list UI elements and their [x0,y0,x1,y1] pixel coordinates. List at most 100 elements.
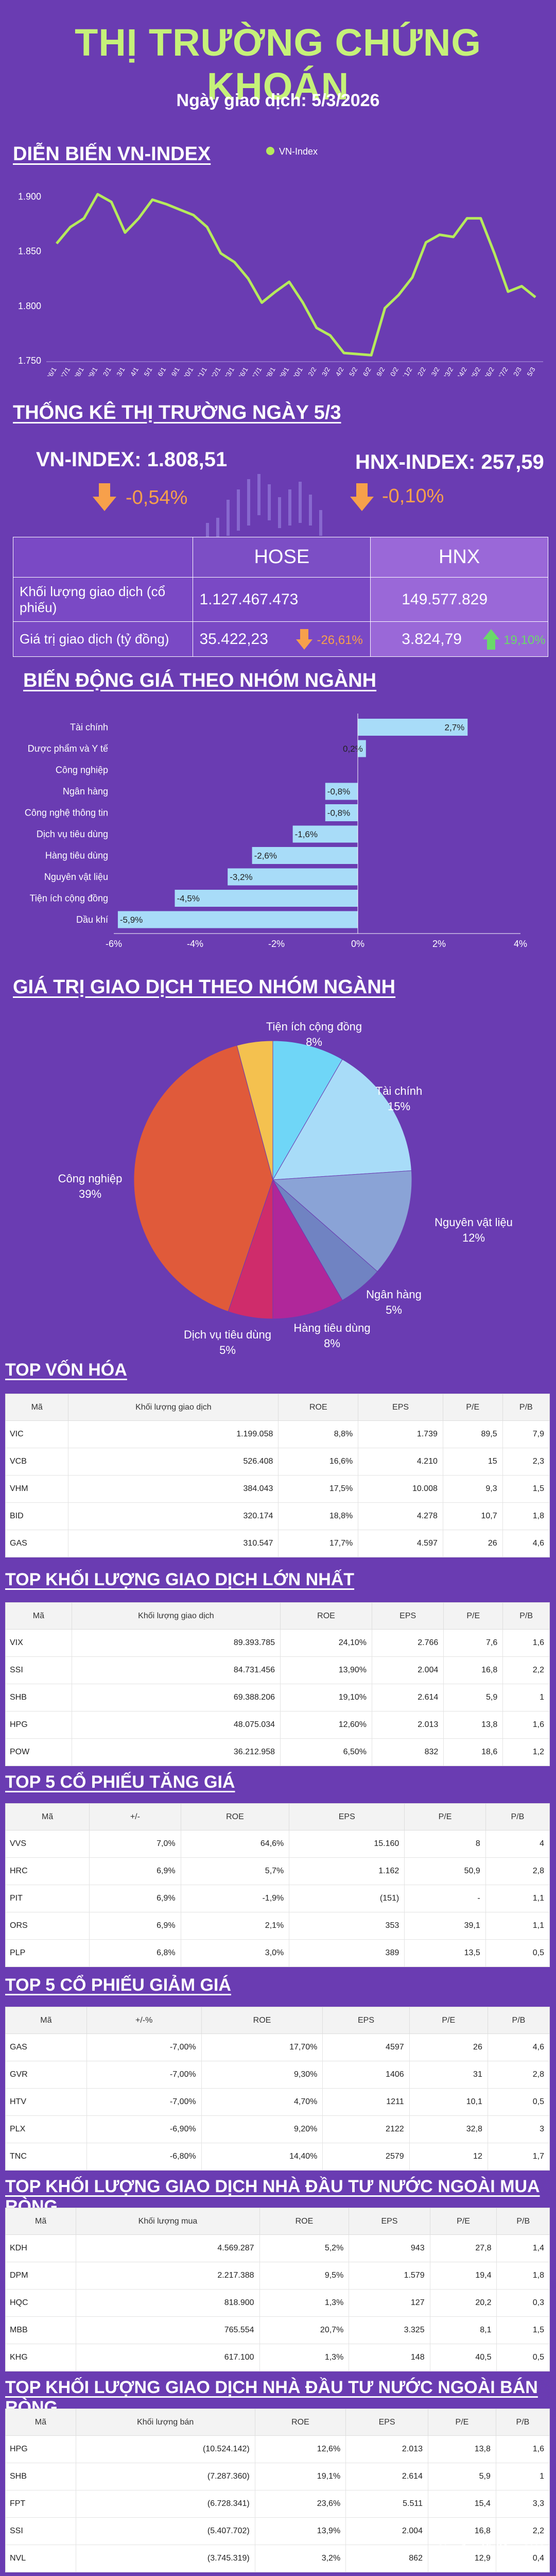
column-header: ROE [201,2007,323,2034]
table-cell: 24,10% [280,1629,373,1657]
table-cell: 89,5 [442,1420,503,1448]
column-header: EPS [322,2007,410,2034]
y-tick-label: 1.850 [18,246,41,257]
table-cell: (10.524.142) [75,2435,255,2463]
column-header: P/B [502,1394,550,1421]
hnx-value: 3.824,79 [402,630,462,648]
table-cell: 4.569.287 [76,2234,260,2262]
x-tick-label: 4% [514,939,527,949]
table-cell: 389 [289,1939,405,1967]
table-cell: 2.614 [372,1684,444,1711]
table-cell: 5,7% [180,1857,290,1885]
table-cell: 0,4 [495,2545,550,2572]
column-header: EPS [345,2409,428,2436]
table-cell: KHG [5,2344,77,2371]
x-tick-label: 22/1 [209,366,222,376]
table-cell: 89.393.785 [71,1629,281,1657]
top-volume-table: Mã Khối lượng giao dịch ROE EPS P/E P/B VIX 89.… [5,1602,550,1766]
table-cell: 384.043 [68,1475,279,1503]
x-tick-label: 2% [432,939,446,949]
column-header: ROE [259,2208,350,2235]
table-cell: TNC [5,2143,87,2171]
x-tick-label: 13/1 [113,366,127,376]
x-tick-label: 16/1 [154,366,168,376]
table-cell: 26 [409,2033,488,2061]
column-header: EPS [358,1394,443,1421]
table-cell: 2,2 [495,2517,550,2545]
vnindex-data-point [97,194,98,195]
table-cell: 26 [442,1530,503,1557]
x-tick-label: 09/1 [86,366,99,376]
slice-percent-label: 39% [79,1188,101,1200]
bar-value-label: -3,2% [230,872,252,882]
table-cell: POW [5,1738,72,1766]
table-cell: (6.728.341) [75,2490,255,2518]
table-cell: SHB [5,1684,72,1711]
slice-percent-label: 12% [462,1231,485,1244]
table-cell: 1406 [322,2061,410,2089]
x-tick-label: 30/1 [291,366,304,376]
pie-slice [236,1040,273,1180]
table-cell: 4.210 [358,1448,443,1476]
table-cell: -6,90% [86,2115,202,2143]
col-hose: HOSE [193,537,371,578]
category-label: Dược phẩm và Y tế [28,743,108,754]
column-header: Mã [5,1803,90,1831]
x-tick-label: -6% [106,939,122,949]
table-cell: 9,5% [259,2262,350,2290]
table-cell: 6,50% [280,1738,373,1766]
slice-category-label: Ngân hàng [366,1288,422,1301]
table-cell: 1,4 [496,2234,550,2262]
bar-value-label: -5,9% [120,915,143,925]
table-cell: 862 [345,2545,428,2572]
bar-value-label: -0,8% [327,787,350,796]
table-cell: 18,8% [278,1502,359,1530]
table-cell: FPT [5,2490,76,2518]
column-header: P/E [429,2208,497,2235]
table-cell: 7,0% [89,1830,181,1858]
table-cell: GVR [5,2061,87,2089]
column-header: EPS [289,1803,405,1831]
column-header: ROE [180,1803,290,1831]
table-cell: 48.075.034 [71,1711,281,1739]
table-cell: 310.547 [68,1530,279,1557]
column-header: Mã [5,2409,76,2436]
table-cell: 13,8 [427,2435,496,2463]
table-row: TNC -6,80% 14,40% 2579 12 1,7 [5,2143,550,2171]
arrow-up-icon [483,629,500,650]
table-cell: 2579 [322,2143,410,2171]
table-cell: 1.579 [349,2262,430,2290]
x-tick-label: 19/1 [168,366,181,376]
table-row: KDH 4.569.287 5,2% 943 27,8 1,4 [5,2234,550,2262]
table-cell: 13,5 [404,1939,486,1967]
table-cell: 50,9 [404,1857,486,1885]
table-row: VIC 1.199.058 8,8% 1.739 89,5 7,9 [5,1420,550,1448]
table-cell: -7,00% [86,2033,202,2061]
x-tick-label: 14/1 [127,366,140,376]
column-header: ROE [280,1602,373,1630]
vnindex-data-point [248,278,249,279]
vnindex-data-point [329,335,331,336]
table-row: MBB 765.554 20,7% 3.325 8,1 1,5 [5,2316,550,2344]
category-label: Nguyên vật liệu [44,872,108,882]
table-cell: 6,8% [89,1939,181,1967]
y-tick-label: 1.800 [18,301,41,311]
table-row: GVR -7,00% 9,30% 1406 31 2,8 [5,2061,550,2089]
slice-percent-label: 5% [386,1303,402,1316]
stats-section-title: THỐNG KÊ THỊ TRƯỜNG NGÀY 5/3 [13,402,341,423]
category-label: Dịch vụ tiêu dùng [37,829,108,839]
table-cell: 818.900 [76,2289,260,2317]
table-cell: 64,6% [180,1830,290,1858]
table-cell: PIT [5,1885,90,1912]
table-cell: 17,70% [201,2033,323,2061]
table-cell: 1,1 [485,1885,550,1912]
slice-percent-label: 8% [324,1337,340,1350]
category-label: Dầu khí [76,914,108,925]
column-header: P/E [409,2007,488,2034]
table-cell: 4,6 [502,1530,550,1557]
table-cell: 3 [487,2115,550,2143]
top-cap-title: TOP VỐN HÓA [5,1360,127,1380]
sector-bar [228,868,358,886]
table-cell: 5,9 [427,2463,496,2490]
x-tick-label: 2/2 [306,366,318,376]
